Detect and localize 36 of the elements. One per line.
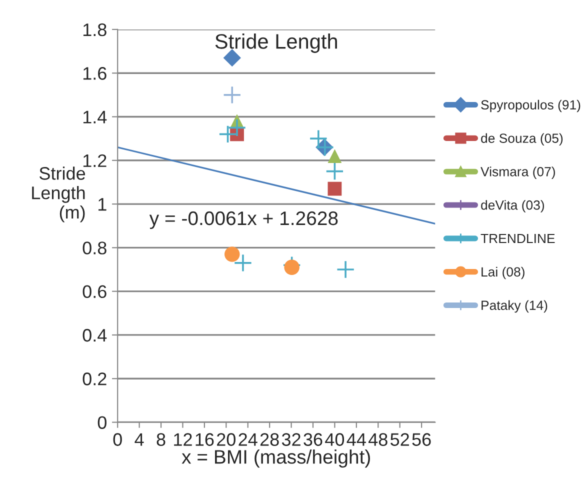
x-tick-label: 52 [390, 433, 409, 446]
x-tick-label: 8 [156, 433, 166, 446]
chart-title: Stride Length [215, 34, 337, 53]
legend-label: Lai (08) [482, 266, 524, 280]
x-tick-label: 40 [325, 433, 344, 446]
x-tick-label: 44 [346, 433, 366, 446]
y-tick-label: 0.8 [82, 242, 106, 254]
y-tick-label: 0.6 [82, 285, 106, 298]
x-tick-label: 56 [412, 433, 431, 446]
x-axis-title: x = BMI (mass/height) [182, 450, 370, 468]
y-tick-label: 1.2 [83, 154, 106, 167]
x-tick-label: 36 [304, 433, 322, 446]
y-tick-label: 1 [98, 198, 106, 211]
legend-label: deVita (03) [481, 200, 544, 212]
annotation: y = -0.0061x + 1.2628 [149, 211, 338, 230]
legend-label: Spyropoulos (91) [481, 100, 580, 112]
x-tick-label: 20 [217, 433, 236, 446]
y-tick-label: 0.4 [82, 328, 107, 342]
x-tick-label: 28 [260, 433, 279, 446]
legend-label: de Souza (05) [481, 133, 563, 146]
x-tick-label: 4 [134, 433, 144, 446]
x-tick-label: 0 [113, 433, 122, 446]
legend-label: Pataky (14) [482, 300, 548, 313]
x-tick-label: 48 [368, 433, 388, 446]
y-tick-label: 1.8 [83, 23, 106, 36]
y-tick-label: 1.4 [83, 110, 107, 124]
x-tick-label: 32 [282, 433, 300, 446]
y-tick-label: 0.2 [82, 372, 106, 386]
y-tick-label: 1.6 [83, 67, 106, 80]
x-tick-label: 12 [174, 433, 192, 446]
legend-label: Vismara (07) [480, 166, 555, 179]
y-axis-title: Stride Length (m) [32, 166, 86, 222]
x-tick-label: 24 [238, 433, 258, 446]
x-tick-label: 16 [196, 433, 214, 446]
y-tick-label: 0 [98, 416, 106, 429]
legend-label: TRENDLINE [480, 234, 555, 244]
